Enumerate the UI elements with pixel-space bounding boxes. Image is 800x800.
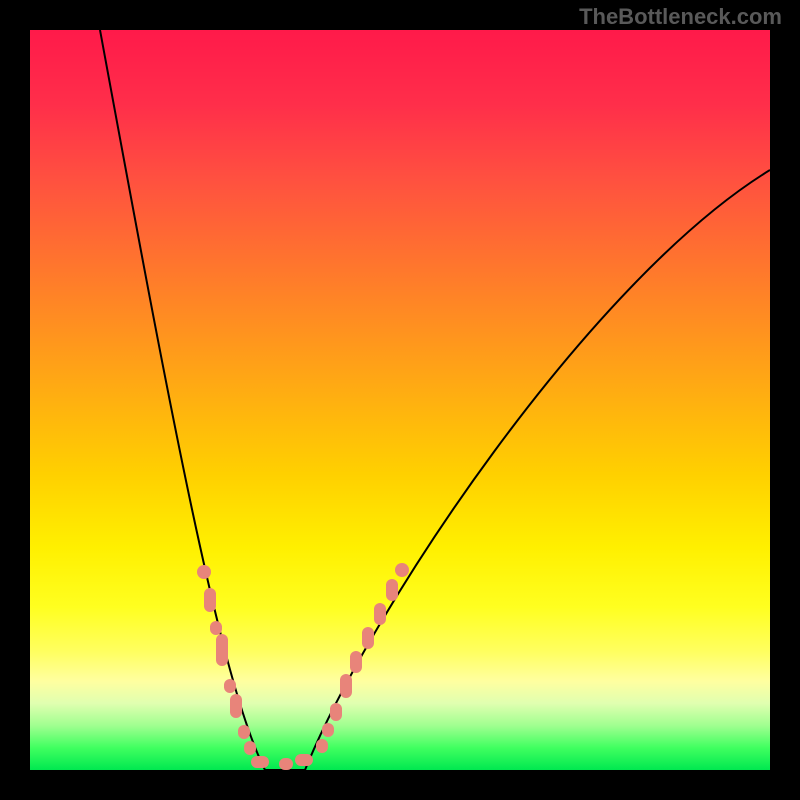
data-marker: [316, 739, 328, 753]
chart-container: TheBottleneck.com: [0, 0, 800, 800]
data-marker: [210, 621, 222, 635]
curve-left-branch: [100, 30, 305, 770]
data-marker: [340, 674, 352, 698]
data-marker: [204, 588, 216, 612]
data-marker: [197, 565, 211, 579]
data-marker: [216, 634, 228, 666]
data-marker: [295, 754, 313, 766]
data-marker: [224, 679, 236, 693]
data-marker: [279, 758, 293, 770]
data-marker: [374, 603, 386, 625]
curve-layer: [30, 30, 770, 770]
curve-right-branch: [305, 170, 770, 770]
plot-area: [30, 30, 770, 770]
data-marker: [386, 579, 398, 601]
data-marker: [251, 756, 269, 768]
data-marker: [238, 725, 250, 739]
data-marker: [330, 703, 342, 721]
data-marker: [244, 741, 256, 755]
data-marker: [230, 694, 242, 718]
data-marker: [322, 723, 334, 737]
watermark-text: TheBottleneck.com: [579, 4, 782, 30]
data-marker: [350, 651, 362, 673]
data-marker: [395, 563, 409, 577]
data-marker: [362, 627, 374, 649]
